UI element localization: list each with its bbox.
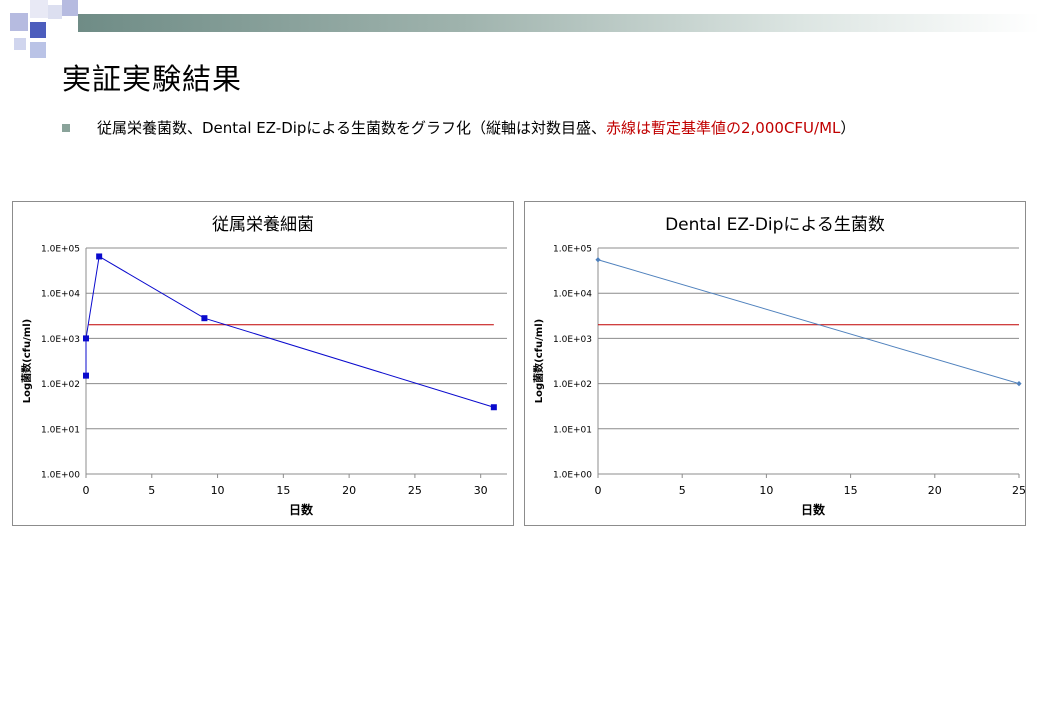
data-point [83, 335, 89, 342]
x-tick-label: 25 [1012, 484, 1025, 497]
y-tick-label: 1.0E+05 [553, 245, 592, 255]
x-axis-label: 日数 [289, 502, 314, 517]
data-point [96, 253, 103, 260]
header-square-4 [48, 5, 62, 19]
y-tick-label: 1.0E+01 [41, 425, 80, 435]
bullet-text: 従属栄養菌数、Dental EZ-Dipによる生菌数をグラフ化（縦軸は対数目盛、 [97, 119, 606, 137]
bullet-text-red: 赤線は暫定基準値の2,000CFU/ML [606, 119, 841, 137]
header-square-3 [30, 22, 46, 38]
x-tick-label: 30 [474, 484, 488, 497]
chart-svg-right: Dental EZ-Dipによる生菌数 1.0E+00 1.0E+01 1.0E+02… [532, 215, 1025, 517]
y-tick-label: 1.0E+04 [553, 290, 592, 300]
bullet-square-icon [62, 123, 70, 132]
x-tick-label: 10 [211, 484, 225, 497]
data-point [1016, 381, 1022, 387]
y-tick-label: 1.0E+00 [553, 471, 592, 481]
chart-heterotrophic-bacteria: 従属栄養細菌 1.0E+00 1.0E+01 1.0E+02 1.0E+03 1.0E+0… [12, 201, 514, 526]
y-tick-label: 1.0E+00 [41, 471, 80, 481]
header-square-6 [30, 42, 46, 58]
header-square-7 [14, 38, 26, 50]
x-tick-label: 10 [759, 484, 773, 497]
x-tick-label: 0 [83, 484, 90, 497]
data-point [83, 372, 89, 379]
x-tick-label: 25 [408, 484, 422, 497]
bullet-text-close: ） [840, 119, 856, 137]
x-axis-label: 日数 [801, 502, 826, 517]
x-tick-label: 15 [276, 484, 290, 497]
data-point [595, 257, 601, 263]
x-tick-label: 5 [679, 484, 686, 497]
y-axis-label: Log菌数(cfu/ml) [532, 319, 545, 403]
y-axis-label: Log菌数(cfu/ml) [20, 319, 33, 403]
y-tick-label: 1.0E+05 [41, 245, 80, 255]
chart-title: 従属栄養細菌 [212, 215, 314, 235]
x-tick-label: 0 [595, 484, 602, 497]
y-tick-label: 1.0E+04 [41, 290, 80, 300]
y-tick-label: 1.0E+03 [553, 335, 592, 345]
header-gradient-bar [78, 14, 1040, 32]
y-tick-label: 1.0E+02 [553, 380, 592, 390]
slide-title: 実証実験結果 [62, 62, 243, 96]
header-square-2 [30, 0, 48, 18]
header-square-5 [62, 0, 78, 16]
y-tick-label: 1.0E+01 [553, 425, 592, 435]
series-line [85, 255, 494, 408]
x-tick-label: 15 [844, 484, 858, 497]
x-tick-label: 20 [342, 484, 356, 497]
data-point [490, 404, 497, 411]
chart-svg-left: 従属栄養細菌 1.0E+00 1.0E+01 1.0E+02 1.0E+03 1.0E+0… [20, 215, 507, 517]
y-tick-label: 1.0E+02 [41, 380, 80, 390]
chart-dental-ez-dip: Dental EZ-Dipによる生菌数 1.0E+00 1.0E+01 1.0E+02… [524, 201, 1026, 526]
bullet-item: 従属栄養菌数、Dental EZ-Dipによる生菌数をグラフ化（縦軸は対数目盛、… [62, 117, 855, 138]
header-square-1 [10, 13, 28, 31]
x-tick-label: 20 [928, 484, 942, 497]
series-line [597, 259, 1020, 385]
y-tick-label: 1.0E+03 [41, 335, 80, 345]
header-decoration [0, 0, 1040, 60]
chart-title: Dental EZ-Dipによる生菌数 [665, 215, 885, 235]
x-tick-label: 5 [148, 484, 155, 497]
data-point [201, 315, 208, 322]
